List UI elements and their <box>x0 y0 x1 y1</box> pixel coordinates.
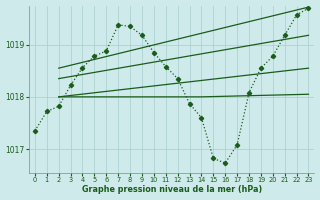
X-axis label: Graphe pression niveau de la mer (hPa): Graphe pression niveau de la mer (hPa) <box>82 185 262 194</box>
